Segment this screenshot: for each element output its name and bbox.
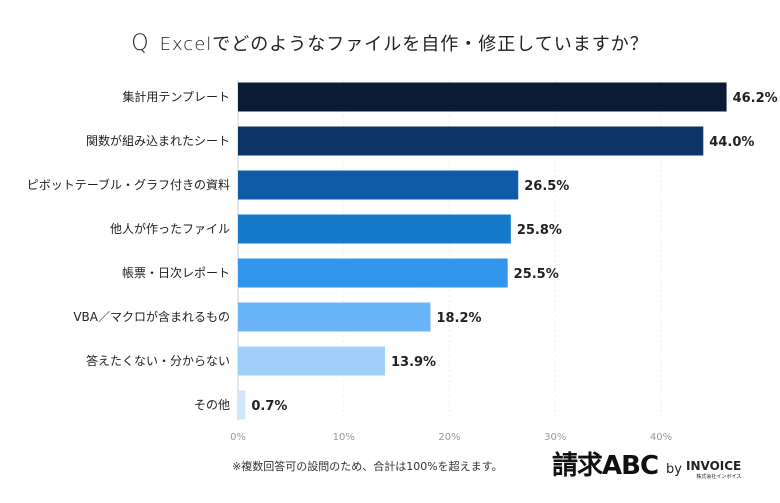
data-label: 13.9% bbox=[391, 355, 436, 370]
bar bbox=[238, 390, 246, 420]
category-label: 他人が作ったファイル bbox=[110, 221, 230, 236]
title-prefix: Q bbox=[131, 31, 150, 56]
x-tick-label: 0% bbox=[230, 432, 246, 443]
category-label: ピボットテーブル・グラフ付きの資料 bbox=[27, 177, 230, 192]
data-label: 46.2% bbox=[733, 91, 778, 106]
x-tick-label: 20% bbox=[438, 432, 460, 443]
bar bbox=[238, 126, 704, 156]
data-label: 26.5% bbox=[524, 179, 569, 194]
category-label: その他 bbox=[194, 398, 230, 412]
category-label: 集計用テンプレート bbox=[122, 89, 230, 104]
title-text: Excelでどのようなファイルを自作・修正していますか？ bbox=[159, 34, 649, 55]
footnote: ※複数回答可の設問のため、合計は100%を超えます。 bbox=[232, 460, 503, 473]
logo-main: 請求ABC bbox=[552, 451, 659, 481]
data-label: 0.7% bbox=[251, 399, 287, 414]
category-label: 答えたくない・分からない bbox=[86, 353, 230, 368]
category-label: 帳票・日次レポート bbox=[122, 266, 230, 280]
bar bbox=[238, 302, 431, 332]
x-tick-label: 10% bbox=[333, 432, 355, 443]
logo-by: by bbox=[666, 462, 682, 477]
data-label: 18.2% bbox=[436, 311, 481, 326]
logo: 請求ABC by INVOICE 株式会社インボイス bbox=[552, 452, 741, 480]
data-label: 44.0% bbox=[709, 135, 754, 150]
category-label: VBA／マクロが含まれるもの bbox=[73, 309, 230, 324]
bar bbox=[238, 214, 511, 244]
data-label: 25.5% bbox=[514, 267, 559, 282]
bar bbox=[238, 346, 385, 376]
bar bbox=[238, 82, 727, 112]
bar bbox=[238, 170, 519, 200]
x-tick-label: 40% bbox=[650, 432, 672, 443]
category-label: 関数が組み込まれたシート bbox=[86, 133, 230, 148]
x-tick-label: 30% bbox=[544, 432, 566, 443]
chart-title: Q Excelでどのようなファイルを自作・修正していますか？ bbox=[0, 30, 780, 56]
data-label: 25.8% bbox=[517, 223, 562, 238]
logo-brand: INVOICE 株式会社インボイス bbox=[685, 459, 742, 480]
bar bbox=[238, 258, 508, 288]
